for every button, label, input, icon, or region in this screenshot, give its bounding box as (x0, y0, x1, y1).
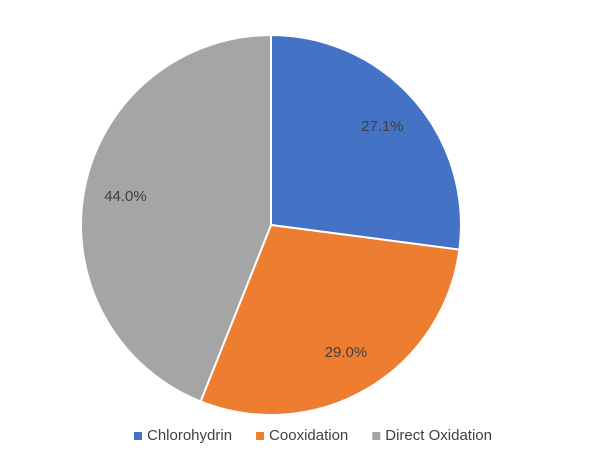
legend-marker (256, 432, 265, 440)
pie-slice (199, 223, 461, 416)
legend-label: Chlorohydrin (147, 427, 232, 444)
legend-marker (372, 432, 381, 440)
legend-label: Direct Oxidation (385, 427, 492, 444)
pie-slice (80, 33, 272, 403)
pie-slice (270, 33, 462, 251)
data-label: 44.0% (104, 188, 147, 205)
legend-label: Cooxidation (269, 427, 348, 444)
data-label: 27.1% (361, 118, 404, 135)
data-label: 29.0% (325, 344, 368, 361)
legend-marker (134, 432, 143, 440)
